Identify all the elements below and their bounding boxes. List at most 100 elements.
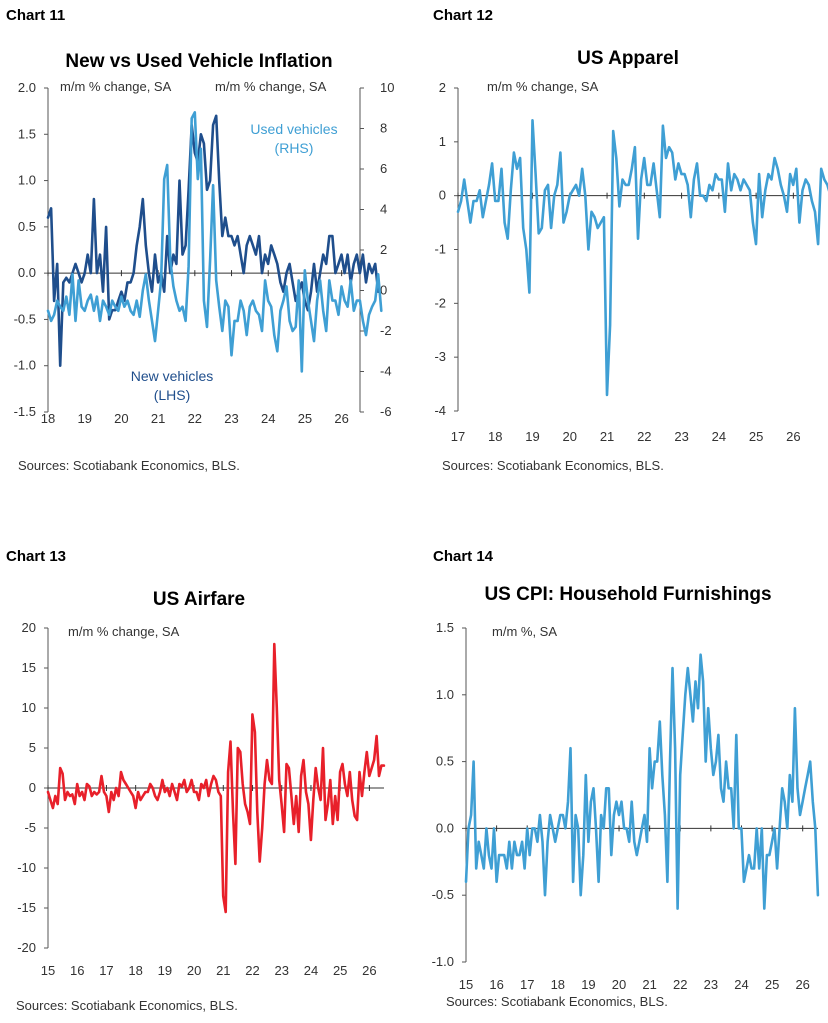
right-axis-unit: m/m % change, SA [215, 79, 327, 94]
y-tick-label: -3 [434, 349, 446, 364]
x-tick-label: 16 [70, 963, 84, 978]
x-tick-label: 23 [275, 963, 289, 978]
y-tick-label: 1.5 [18, 126, 36, 141]
x-tick-label: 22 [673, 977, 687, 992]
y-tick-label: 2 [439, 80, 446, 95]
y2-tick-label: 2 [380, 242, 387, 257]
x-tick-label: 25 [749, 429, 763, 444]
x-tick-label: 24 [261, 411, 275, 426]
y2-tick-label: 8 [380, 121, 387, 136]
y2-tick-label: 10 [380, 80, 394, 95]
x-tick-label: 19 [581, 977, 595, 992]
series-label: New vehicles [131, 368, 213, 384]
chart-12: Chart 12 US Apparel m/m % change, SA 2 1 0 -1 -… [433, 7, 828, 473]
x-tick-label: 21 [216, 963, 230, 978]
x-tick-label: 19 [77, 411, 91, 426]
y-tick-label: 0.5 [18, 219, 36, 234]
series-line-main [464, 653, 820, 910]
source-note: Sources: Scotiabank Economics, BLS. [446, 994, 668, 1009]
x-tick-label: 16 [489, 977, 503, 992]
source-note: Sources: Scotiabank Economics, BLS. [16, 998, 238, 1013]
chart-title: US Airfare [153, 589, 245, 610]
chart-number: Chart 13 [6, 548, 66, 565]
chart-13: Chart 13 US Airfare m/m % change, SA 20 15 10… [6, 548, 386, 1013]
x-tick-label: 26 [362, 963, 376, 978]
y-tick-label: -20 [17, 940, 36, 955]
x-tick-label: 25 [333, 963, 347, 978]
y-tick-label: -1 [434, 242, 446, 257]
y-tick-label: 1.0 [18, 173, 36, 188]
y2-tick-label: 0 [380, 283, 387, 298]
y-tick-label: -1.5 [14, 404, 36, 419]
x-tick-label: 15 [459, 977, 473, 992]
x-tick-label: 22 [637, 429, 651, 444]
x-tick-label: 21 [151, 411, 165, 426]
left-axis-unit: m/m % change, SA [68, 624, 180, 639]
y-tick-label: 1 [439, 134, 446, 149]
y-tick-label: 0 [29, 780, 36, 795]
y-tick-label: 0.0 [436, 820, 454, 835]
x-tick-label: 22 [245, 963, 259, 978]
y-tick-label: -15 [17, 900, 36, 915]
x-tick-label: 20 [114, 411, 128, 426]
source-note: Sources: Scotiabank Economics, BLS. [442, 458, 664, 473]
chart-number: Chart 12 [433, 7, 493, 24]
series-label: (LHS) [154, 387, 191, 403]
x-tick-label: 20 [612, 977, 626, 992]
chart-title: US Apparel [577, 48, 679, 69]
chart-title: US CPI: Household Furnishings [484, 584, 771, 605]
x-tick-label: 23 [224, 411, 238, 426]
y-tick-label: 1.5 [436, 620, 454, 635]
x-tick-label: 17 [99, 963, 113, 978]
x-tick-label: 20 [563, 429, 577, 444]
x-tick-label: 22 [188, 411, 202, 426]
y-tick-label: 2.0 [18, 80, 36, 95]
x-tick-label: 17 [451, 429, 465, 444]
x-tick-label: 19 [525, 429, 539, 444]
left-axis-unit: m/m %, SA [492, 624, 557, 639]
x-tick-label: 25 [765, 977, 779, 992]
x-tick-label: 18 [488, 429, 502, 444]
y-tick-label: 0 [439, 188, 446, 203]
x-tick-label: 24 [712, 429, 726, 444]
series-line-main [46, 642, 386, 914]
y-tick-label: -0.5 [432, 887, 454, 902]
series-line-new-vehicles [46, 114, 380, 368]
y-tick-label: 15 [22, 660, 36, 675]
source-note: Sources: Scotiabank Economics, BLS. [18, 458, 240, 473]
y-tick-label: 5 [29, 740, 36, 755]
x-tick-label: 23 [704, 977, 718, 992]
y-tick-label: -1.0 [432, 954, 454, 969]
series-label: Used vehicles [250, 121, 337, 137]
x-tick-label: 20 [187, 963, 201, 978]
y2-tick-label: 6 [380, 161, 387, 176]
chart-title: New vs Used Vehicle Inflation [65, 51, 332, 72]
y2-tick-label: -2 [380, 323, 392, 338]
chart-14: Chart 14 US CPI: Household Furnishings m/m… [432, 548, 820, 1009]
x-tick-label: 21 [642, 977, 656, 992]
x-tick-label: 25 [298, 411, 312, 426]
y2-tick-label: 4 [380, 202, 387, 217]
x-tick-label: 15 [41, 963, 55, 978]
series-line-used-vehicles [46, 111, 383, 373]
y-tick-label: -4 [434, 403, 446, 418]
chart-number: Chart 11 [6, 7, 65, 24]
y-tick-label: 0.5 [436, 754, 454, 769]
chart-number: Chart 14 [433, 548, 494, 565]
x-tick-label: 19 [158, 963, 172, 978]
y2-tick-label: -4 [380, 364, 392, 379]
y-tick-label: 0.0 [18, 265, 36, 280]
x-tick-label: 18 [41, 411, 55, 426]
series-line-main [456, 119, 828, 397]
chart-11: Chart 11 New vs Used Vehicle Inflation m/m… [6, 7, 394, 473]
x-tick-label: 18 [551, 977, 565, 992]
series-label: (RHS) [275, 140, 314, 156]
y-tick-label: 1.0 [436, 687, 454, 702]
left-axis-unit: m/m % change, SA [487, 79, 599, 94]
y2-tick-label: -6 [380, 404, 392, 419]
x-tick-label: 17 [520, 977, 534, 992]
x-tick-label: 24 [304, 963, 318, 978]
y-tick-label: -10 [17, 860, 36, 875]
x-tick-label: 24 [734, 977, 748, 992]
